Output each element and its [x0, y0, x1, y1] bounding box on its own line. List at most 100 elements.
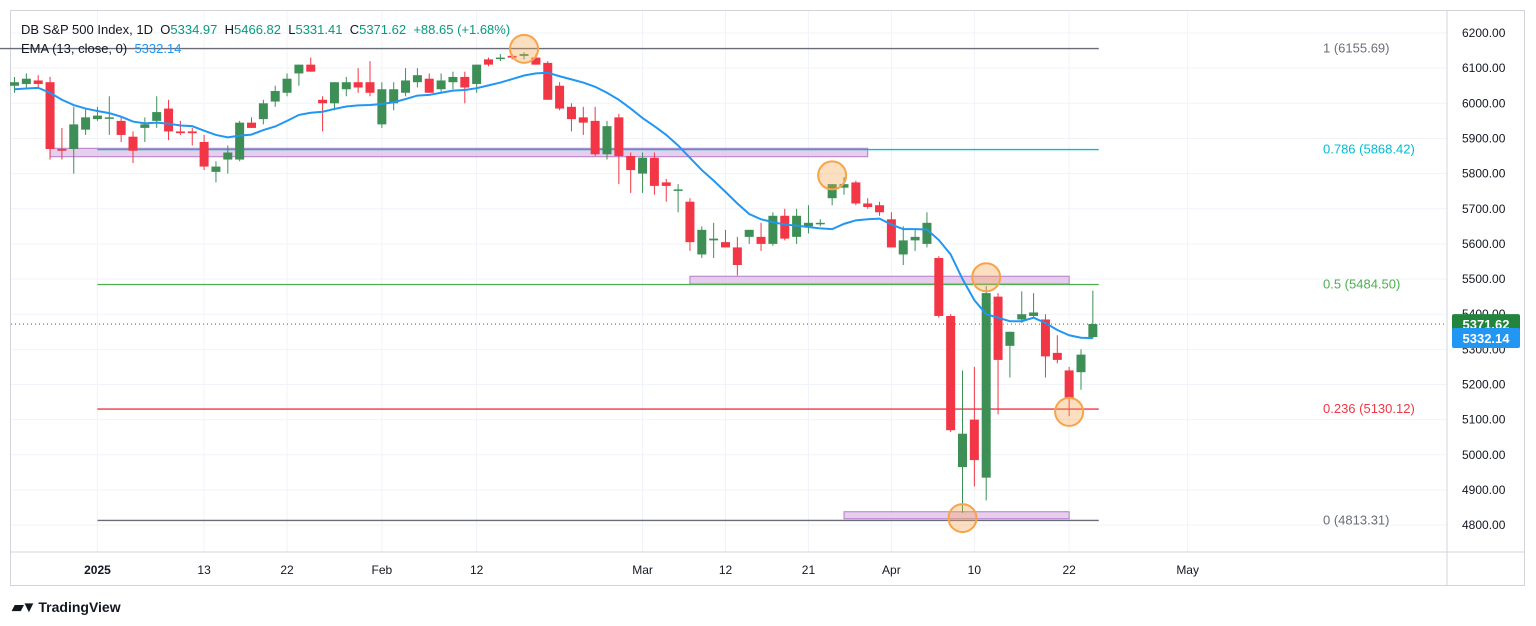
tradingview-logo-icon: ▰▼	[12, 599, 36, 616]
candle-body[interactable]	[768, 215, 778, 244]
candle-body[interactable]	[223, 152, 233, 160]
candle-body[interactable]	[946, 315, 956, 431]
candle-body[interactable]	[235, 122, 245, 160]
candle-body[interactable]	[187, 131, 197, 134]
candle-body[interactable]	[602, 126, 612, 155]
candle-body[interactable]	[81, 117, 91, 130]
candle-body[interactable]	[863, 203, 873, 207]
candle-body[interactable]	[377, 89, 387, 125]
candle-body[interactable]	[389, 89, 399, 104]
candle-body[interactable]	[92, 115, 102, 120]
highlight-marker	[971, 262, 1002, 293]
candle-body[interactable]	[673, 189, 683, 191]
candle-body[interactable]	[104, 117, 114, 119]
candle-body[interactable]	[851, 182, 861, 204]
tradingview-branding[interactable]: ▰▼ TradingView	[12, 598, 121, 616]
candle-body[interactable]	[661, 182, 671, 186]
candle-body[interactable]	[732, 247, 742, 265]
candle-body[interactable]	[329, 82, 339, 104]
ema-label[interactable]: EMA (13, close, 0)	[21, 41, 128, 56]
candle-body[interactable]	[1064, 370, 1074, 399]
candle-body[interactable]	[803, 222, 813, 227]
candle-body[interactable]	[614, 117, 624, 157]
candle-body[interactable]	[566, 106, 576, 120]
candle-body[interactable]	[318, 99, 328, 104]
candle-body[interactable]	[922, 222, 932, 244]
candle-body[interactable]	[875, 205, 885, 213]
candle-body[interactable]	[1017, 314, 1027, 320]
y-tick-label: 5000.00	[1462, 448, 1506, 462]
candle-body[interactable]	[1052, 352, 1062, 360]
candle-body[interactable]	[590, 120, 600, 155]
candle-body[interactable]	[401, 80, 411, 93]
candle-body[interactable]	[993, 296, 1003, 360]
candle-body[interactable]	[306, 64, 316, 72]
candle-body[interactable]	[756, 236, 766, 244]
candle-body[interactable]	[10, 82, 19, 86]
candle-body[interactable]	[199, 141, 209, 167]
candle-body[interactable]	[33, 80, 43, 84]
candle-body[interactable]	[531, 57, 541, 65]
candle-body[interactable]	[484, 59, 493, 65]
candle-body[interactable]	[780, 215, 790, 239]
candle-body[interactable]	[721, 242, 730, 248]
candle-body[interactable]	[649, 157, 659, 186]
candle-body[interactable]	[294, 64, 304, 74]
y-tick-label: 5100.00	[1462, 413, 1506, 427]
candle-body[interactable]	[709, 238, 719, 241]
candle-body[interactable]	[626, 156, 636, 171]
candle-body[interactable]	[1088, 324, 1098, 338]
candle-body[interactable]	[270, 90, 280, 102]
candle-body[interactable]	[365, 82, 375, 93]
candle-body[interactable]	[45, 82, 55, 149]
candle-body[interactable]	[21, 78, 31, 84]
candle-body[interactable]	[128, 136, 138, 151]
candle-body[interactable]	[164, 108, 174, 132]
candle-body[interactable]	[258, 103, 268, 120]
candle-body[interactable]	[969, 419, 979, 461]
ema-price-tag	[1452, 328, 1520, 349]
candle-body[interactable]	[898, 240, 908, 255]
candle-body[interactable]	[448, 76, 458, 83]
candle-body[interactable]	[555, 85, 565, 109]
candle-body[interactable]	[495, 57, 505, 60]
candle-body[interactable]	[697, 229, 707, 255]
candle-body[interactable]	[958, 433, 967, 468]
candle-body[interactable]	[815, 222, 825, 225]
symbol-title[interactable]: DB S&P 500 Index, 1D	[21, 22, 154, 37]
candle-body[interactable]	[910, 236, 920, 241]
candle-body[interactable]	[543, 62, 553, 100]
candle-body[interactable]	[827, 184, 837, 199]
candle-body[interactable]	[981, 293, 991, 478]
highlight-marker	[947, 503, 978, 534]
candle-body[interactable]	[472, 64, 482, 84]
candle-body[interactable]	[116, 120, 126, 135]
candle-body[interactable]	[341, 82, 351, 90]
candle-body[interactable]	[353, 82, 363, 88]
candle-body[interactable]	[57, 148, 67, 151]
candle-body[interactable]	[1029, 312, 1039, 316]
candle-body[interactable]	[436, 80, 446, 90]
candle-body[interactable]	[211, 166, 221, 172]
candle-body[interactable]	[1076, 354, 1086, 373]
candle-body[interactable]	[424, 78, 434, 93]
candle-body[interactable]	[839, 184, 849, 188]
candle-body[interactable]	[69, 124, 79, 149]
candle-body[interactable]	[578, 117, 588, 123]
candle-body[interactable]	[152, 112, 162, 121]
candle-body[interactable]	[282, 78, 292, 93]
candle-body[interactable]	[886, 219, 896, 248]
candle-body[interactable]	[638, 157, 648, 174]
candle-body[interactable]	[247, 122, 256, 128]
candle-body[interactable]	[519, 54, 529, 56]
candle-body[interactable]	[412, 75, 422, 83]
candle-body[interactable]	[744, 229, 754, 237]
candle-body[interactable]	[685, 201, 695, 243]
candle-body[interactable]	[175, 131, 185, 134]
candle-body[interactable]	[934, 257, 944, 316]
candle-body[interactable]	[140, 124, 150, 128]
candle-body[interactable]	[1040, 319, 1050, 357]
candle-body[interactable]	[1005, 331, 1015, 346]
candle-body[interactable]	[460, 76, 470, 88]
